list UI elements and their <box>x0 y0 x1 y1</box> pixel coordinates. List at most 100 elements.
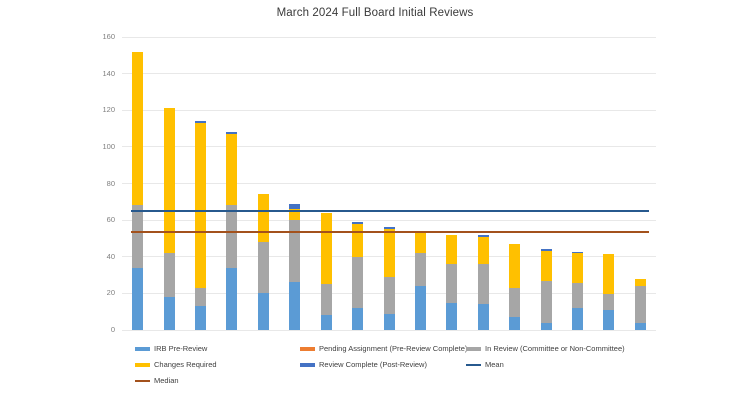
y-axis-tick-label: 20 <box>106 288 115 298</box>
y-axis-tick-label: 120 <box>102 105 115 115</box>
bar-segment[interactable] <box>540 281 552 323</box>
legend-item-irb-pre-review[interactable]: IRB Pre-Review <box>135 344 207 353</box>
bar-segment[interactable] <box>603 309 615 330</box>
legend-color-swatch-icon <box>300 362 315 367</box>
bar-segment[interactable] <box>603 294 615 310</box>
legend-label: In Review (Committee or Non-Committee) <box>485 344 625 353</box>
bar-segment[interactable] <box>289 282 301 330</box>
bar-segment[interactable] <box>257 194 269 243</box>
bar-segment[interactable] <box>509 243 521 288</box>
legend-item-pending-assignment-pre-review-complete[interactable]: Pending Assignment (Pre-Review Complete) <box>300 344 467 353</box>
y-gridline <box>122 146 656 148</box>
y-gridline <box>122 219 656 221</box>
bar-segment[interactable] <box>352 223 364 257</box>
y-axis-tick-label: 160 <box>102 32 115 41</box>
legend-line-swatch-icon <box>135 379 150 382</box>
bar-segment[interactable] <box>540 251 552 282</box>
bar-segment[interactable] <box>226 132 238 135</box>
bar-segment[interactable] <box>163 253 175 298</box>
bar-segment[interactable] <box>383 276 395 314</box>
bar-segment[interactable] <box>163 108 175 254</box>
bar-segment[interactable] <box>163 297 175 330</box>
bar-segment[interactable] <box>132 204 144 268</box>
bar-segment[interactable] <box>195 121 207 124</box>
y-gridline <box>122 109 656 111</box>
legend-item-changes-required[interactable]: Changes Required <box>135 360 217 369</box>
bar-segment[interactable] <box>132 51 144 205</box>
bar-segment[interactable] <box>477 236 489 265</box>
bar-segment[interactable] <box>289 209 301 221</box>
bar-segment[interactable] <box>195 123 207 288</box>
bar-segment[interactable] <box>226 267 238 330</box>
bar-segment[interactable] <box>383 229 395 277</box>
y-gridline <box>122 329 656 331</box>
legend-color-swatch-icon <box>135 346 150 351</box>
bar-segment[interactable] <box>132 267 144 330</box>
bar-segment[interactable] <box>383 313 395 330</box>
mean-line[interactable] <box>131 209 649 212</box>
median-line[interactable] <box>131 231 649 234</box>
bar-segment[interactable] <box>352 308 364 330</box>
bar-segment[interactable] <box>414 253 426 287</box>
bar-segment[interactable] <box>571 252 583 254</box>
y-gridline <box>122 183 656 184</box>
y-axis-tick-label: 140 <box>102 68 115 78</box>
y-axis-tick-label: 80 <box>106 178 115 188</box>
bar-segment[interactable] <box>414 232 426 254</box>
bar-segment[interactable] <box>477 234 489 237</box>
y-axis-tick-label: 100 <box>102 141 115 151</box>
legend-color-swatch-icon <box>300 346 315 351</box>
bar-segment[interactable] <box>414 286 426 330</box>
legend-item-review-complete-post-review[interactable]: Review Complete (Post-Review) <box>300 360 427 369</box>
bar-segment[interactable] <box>571 308 583 330</box>
y-axis-tick-label: 0 <box>110 325 115 334</box>
legend-item-mean[interactable]: Mean <box>466 360 504 369</box>
bar-segment[interactable] <box>477 264 489 305</box>
legend-item-median[interactable]: Median <box>135 376 179 385</box>
bar-segment[interactable] <box>540 322 552 330</box>
y-gridline <box>122 36 656 38</box>
y-axis-tick-label: 40 <box>106 251 115 261</box>
bar-segment[interactable] <box>603 254 615 295</box>
bar-segment[interactable] <box>352 221 364 224</box>
bar-segment[interactable] <box>446 234 458 265</box>
legend-label: Median <box>154 376 179 385</box>
bar-segment[interactable] <box>289 203 301 210</box>
bar-segment[interactable] <box>195 287 207 307</box>
bar-segment[interactable] <box>320 212 332 285</box>
bar-segment[interactable] <box>226 134 238 206</box>
bar-segment[interactable] <box>540 249 552 252</box>
bar-segment[interactable] <box>509 317 521 330</box>
chart-title: March 2024 Full Board Initial Reviews <box>276 7 474 19</box>
bar-segment[interactable] <box>320 284 332 316</box>
bar-segment[interactable] <box>195 306 207 330</box>
bar-segment[interactable] <box>634 278 646 287</box>
legend-item-in-review-committee-or-non-committee[interactable]: In Review (Committee or Non-Committee) <box>466 344 625 353</box>
bar-segment[interactable] <box>383 227 395 230</box>
legend-label: IRB Pre-Review <box>154 344 208 353</box>
legend-label: Mean <box>485 360 504 369</box>
y-axis-tick-label: 60 <box>106 215 115 225</box>
bar-segment[interactable] <box>352 256 364 309</box>
bar-segment[interactable] <box>257 242 269 294</box>
legend-label: Pending Assignment (Pre-Review Complete) <box>319 344 468 353</box>
bar-segment[interactable] <box>634 322 646 330</box>
bar-segment[interactable] <box>571 253 583 284</box>
bar-segment[interactable] <box>634 286 646 323</box>
bar-segment[interactable] <box>320 315 332 330</box>
bar-segment[interactable] <box>477 304 489 330</box>
legend-line-swatch-icon <box>466 363 481 366</box>
bar-segment[interactable] <box>571 283 583 309</box>
bar-segment[interactable] <box>446 264 458 303</box>
bar-segment[interactable] <box>226 205 238 268</box>
bar-segment[interactable] <box>509 287 521 318</box>
y-gridline <box>122 73 656 75</box>
legend-color-swatch-icon <box>466 346 481 351</box>
legend-label: Changes Required <box>154 360 217 369</box>
bar-segment[interactable] <box>257 293 269 330</box>
bar-segment[interactable] <box>446 302 458 330</box>
bar-segment[interactable] <box>289 220 301 283</box>
